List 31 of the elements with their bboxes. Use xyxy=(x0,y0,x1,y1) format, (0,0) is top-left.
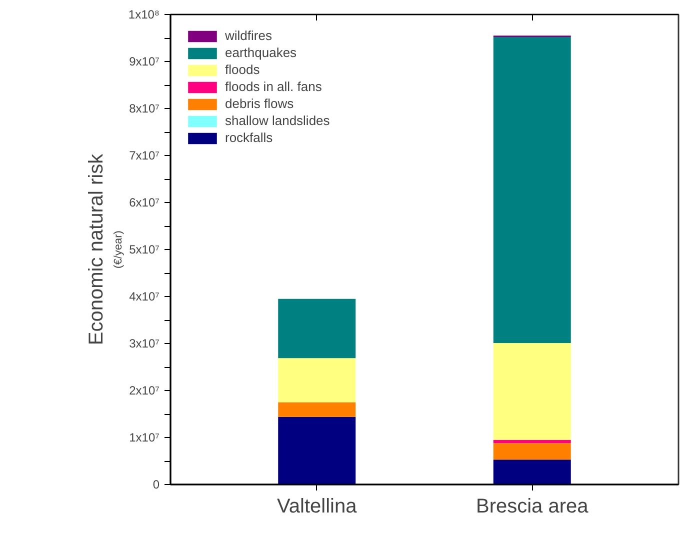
bar xyxy=(493,460,571,484)
text: (€/year) xyxy=(112,230,124,268)
legend-label: rockfalls xyxy=(225,130,273,145)
y-tick-label: 3x10⁷ xyxy=(129,336,160,350)
bar xyxy=(278,358,356,402)
bar xyxy=(493,343,571,440)
bar xyxy=(493,37,571,344)
y-tick-label: 5x10⁷ xyxy=(129,242,160,256)
y-tick-label: 4x10⁷ xyxy=(129,290,160,304)
bar xyxy=(493,443,571,460)
legend-label: debris flows xyxy=(225,96,294,111)
y-tick-label: 8x10⁷ xyxy=(129,102,160,116)
x-tick-label: Valtellina xyxy=(277,496,358,518)
bar xyxy=(493,440,571,444)
legend-label: floods xyxy=(225,62,260,77)
legend-label: floods in all. fans xyxy=(225,79,322,94)
legend-label: earthquakes xyxy=(225,45,297,60)
y-tick-label: 0 xyxy=(152,478,160,492)
bar xyxy=(278,402,356,417)
legend-label: wildfires xyxy=(225,28,272,43)
y-tick-label: 6x10⁷ xyxy=(129,196,160,210)
bar xyxy=(278,416,356,484)
bar xyxy=(278,298,356,358)
y-tick-label: 1x10⁷ xyxy=(129,430,160,444)
y-tick-label: 7x10⁷ xyxy=(129,148,160,162)
legend-label: shallow landslides xyxy=(225,113,330,128)
y-tick-label: 2x10⁷ xyxy=(129,384,160,398)
y-tick-label: 1x10⁸ xyxy=(128,8,160,22)
x-tick-label: Brescia area xyxy=(476,496,590,518)
y-tick-label: 9x10⁷ xyxy=(129,54,160,68)
y-axis-title: Economic natural risk xyxy=(86,152,108,346)
